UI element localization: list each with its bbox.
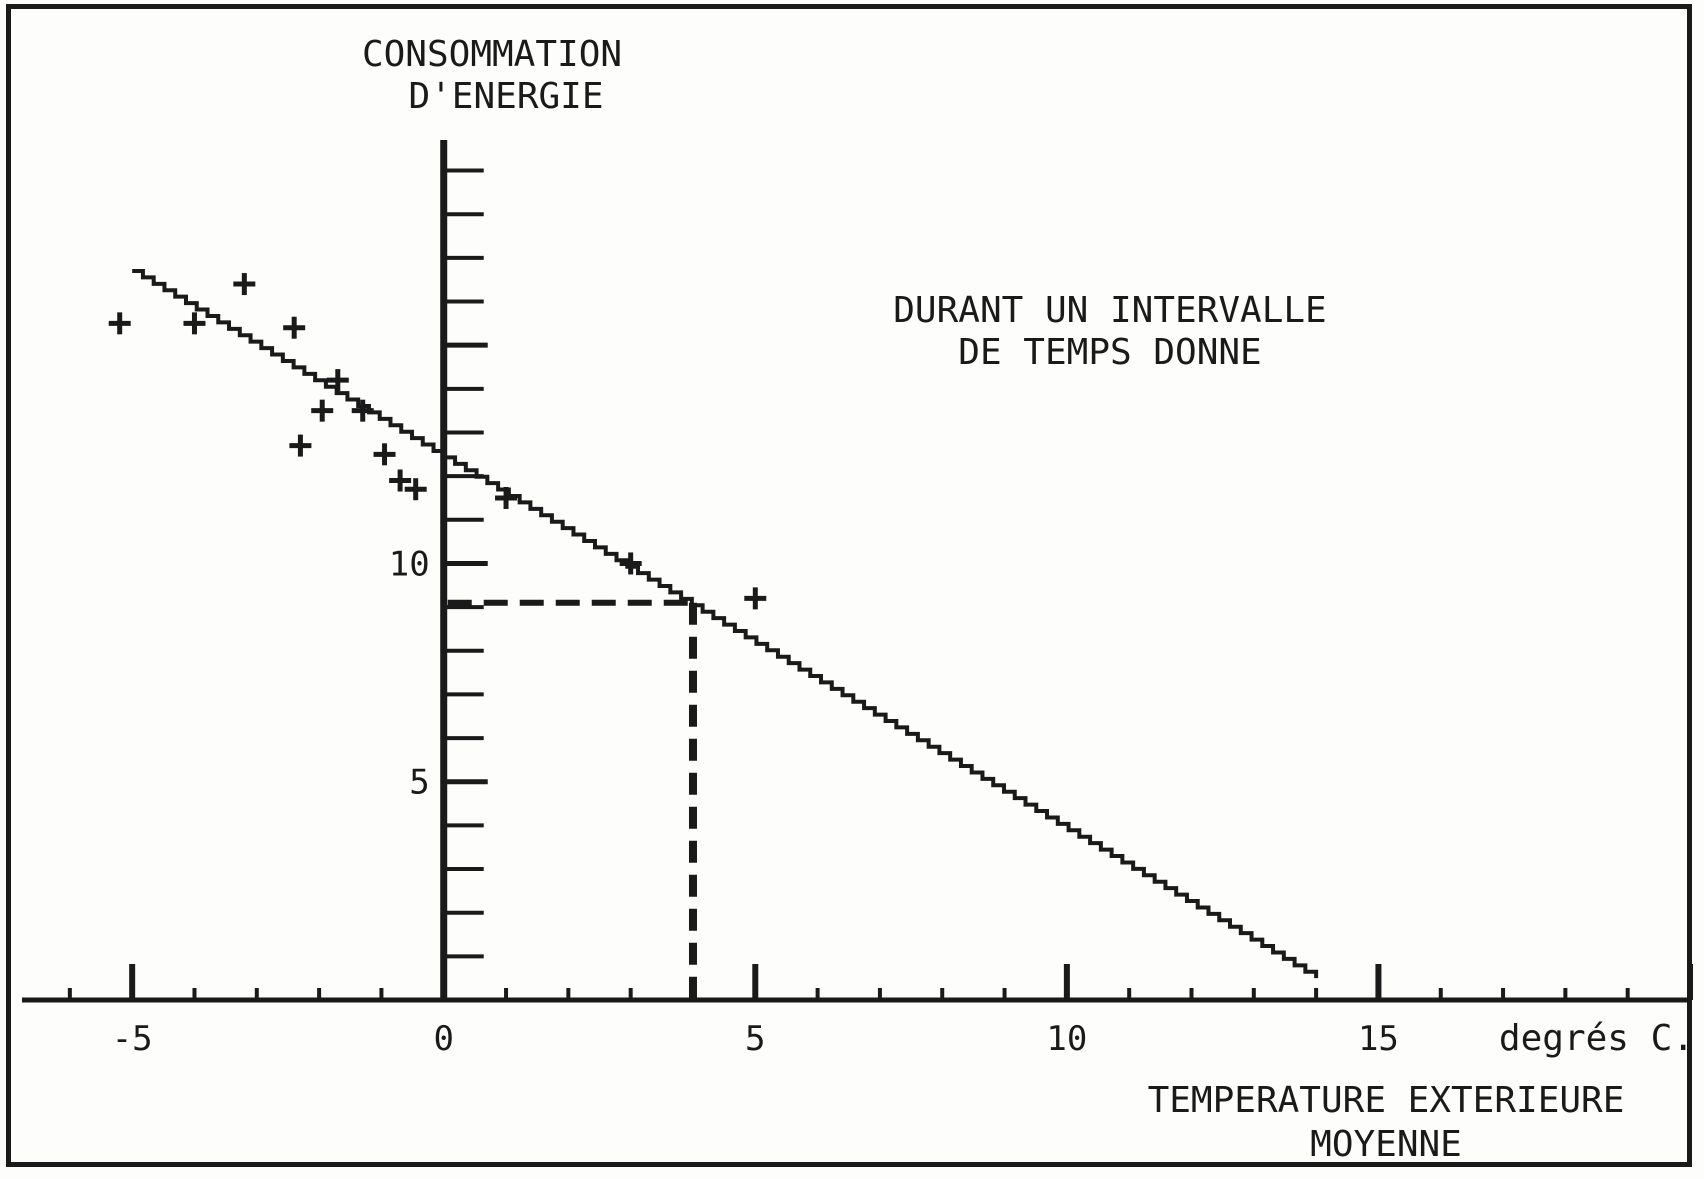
data-point	[289, 434, 312, 457]
x-axis-label-line-1: TEMPERATURE EXTERIEURE	[1148, 1080, 1625, 1121]
line-layer	[22, 140, 1690, 1003]
chart-frame	[6, 4, 1692, 1167]
data-point	[351, 399, 374, 422]
data-point	[389, 469, 412, 492]
data-point	[311, 399, 334, 422]
x-tick-label: 5	[745, 1019, 765, 1059]
data-point	[744, 587, 767, 610]
tick-layer: -5 0 5 10 15 5 10	[67, 168, 1693, 1059]
data-point	[495, 486, 518, 509]
annotation-line-2: DE TEMPS DONNE	[958, 332, 1261, 373]
x-axis-label-line-2: MOYENNE	[1310, 1124, 1462, 1165]
data-point	[283, 316, 306, 339]
y-tick-label: 5	[409, 763, 429, 803]
x-unit-label: degrés C.	[1499, 1018, 1694, 1059]
x-tick-label: 10	[1046, 1019, 1087, 1059]
x-tick-label: -5	[112, 1019, 153, 1059]
data-point	[233, 273, 256, 296]
regression-line	[132, 268, 1319, 979]
x-tick-label: 0	[433, 1019, 453, 1059]
data-point	[404, 478, 427, 501]
point-layer	[108, 273, 767, 610]
data-point	[619, 552, 642, 575]
data-point	[183, 312, 206, 335]
data-point	[108, 312, 131, 335]
data-point	[326, 369, 349, 392]
y-axis-label-line-2: D'ENERGIE	[408, 76, 603, 117]
annotation-line-1: DURANT UN INTERVALLE	[893, 290, 1326, 331]
x-tick-label: 15	[1358, 1019, 1399, 1059]
y-axis-label-line-1: CONSOMMATION	[362, 34, 622, 75]
data-point	[373, 443, 396, 466]
y-tick-label: 10	[389, 544, 430, 584]
